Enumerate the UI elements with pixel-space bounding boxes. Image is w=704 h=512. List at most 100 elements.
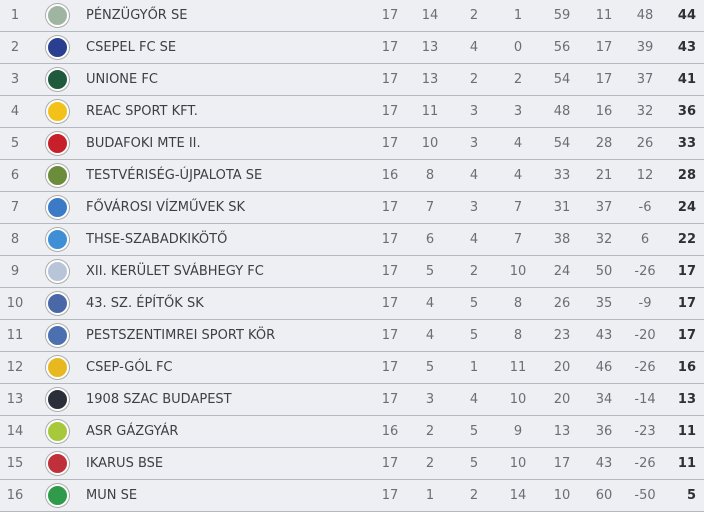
stat-gf: 24	[553, 264, 571, 279]
table-row[interactable]: 4 REAC SPORT KFT. 17 11 3 3 48 16 32 36	[0, 96, 704, 128]
stat-w: 4	[425, 328, 435, 343]
stat-gf: 56	[553, 40, 571, 55]
team-name[interactable]: MUN SE	[86, 488, 138, 503]
table-row[interactable]: 7 FŐVÁROSI VÍZMŰVEK SK 17 7 3 7 31 37 -6 24	[0, 192, 704, 224]
team-name[interactable]: IKARUS BSE	[86, 456, 164, 471]
team-logo-icon	[46, 484, 69, 507]
stat-gf: 38	[553, 232, 571, 247]
stat-ga: 17	[595, 72, 613, 87]
stat-gf: 13	[553, 424, 571, 439]
team-name[interactable]: REAC SPORT KFT.	[86, 104, 198, 119]
team-name[interactable]: CSEPEL FC SE	[86, 40, 177, 55]
stat-w: 6	[425, 232, 435, 247]
stat-p: 16	[381, 168, 399, 183]
stat-w: 2	[425, 456, 435, 471]
rank: 6	[10, 168, 20, 183]
team-name[interactable]: PÉNZÜGYŐR SE	[86, 8, 188, 23]
team-logo-icon	[46, 36, 69, 59]
rank: 5	[10, 136, 20, 151]
table-row[interactable]: 6 TESTVÉRISÉG-ÚJPALOTA SE 16 8 4 4 33 21 12 28	[0, 160, 704, 192]
stat-gf: 20	[553, 392, 571, 407]
stat-l: 0	[513, 40, 523, 55]
points: 43	[677, 40, 696, 55]
points: 11	[677, 424, 696, 439]
stat-gf: 33	[553, 168, 571, 183]
table-row[interactable]: 8 THSE-SZABADKIKÖTŐ 17 6 4 7 38 32 6 22	[0, 224, 704, 256]
points: 41	[677, 72, 696, 87]
team-name[interactable]: FŐVÁROSI VÍZMŰVEK SK	[86, 200, 246, 215]
team-name[interactable]: PESTSZENTIMREI SPORT KÖR	[86, 328, 276, 343]
points: 17	[677, 264, 696, 279]
table-row[interactable]: 10 43. SZ. ÉPÍTŐK SK 17 4 5 8 26 35 -9 17	[0, 288, 704, 320]
stat-w: 5	[425, 264, 435, 279]
stat-gf: 26	[553, 296, 571, 311]
stat-l: 10	[509, 264, 527, 279]
stat-p: 17	[381, 392, 399, 407]
stat-p: 17	[381, 328, 399, 343]
team-name[interactable]: BUDAFOKI MTE II.	[86, 136, 201, 151]
stat-l: 10	[509, 392, 527, 407]
stat-p: 17	[381, 264, 399, 279]
stat-l: 7	[513, 232, 523, 247]
stat-l: 8	[513, 328, 523, 343]
team-name[interactable]: CSEP-GÓL FC	[86, 360, 173, 375]
rank: 9	[10, 264, 20, 279]
table-row[interactable]: 2 CSEPEL FC SE 17 13 4 0 56 17 39 43	[0, 32, 704, 64]
stat-l: 10	[509, 456, 527, 471]
table-row[interactable]: 5 BUDAFOKI MTE II. 17 10 3 4 54 28 26 33	[0, 128, 704, 160]
stat-l: 8	[513, 296, 523, 311]
stat-w: 5	[425, 360, 435, 375]
points: 17	[677, 328, 696, 343]
table-row[interactable]: 11 PESTSZENTIMREI SPORT KÖR 17 4 5 8 23 43 -20 17	[0, 320, 704, 352]
team-name[interactable]: 1908 SZAC BUDAPEST	[86, 392, 232, 407]
stat-d: 1	[469, 360, 479, 375]
stat-p: 17	[381, 456, 399, 471]
table-row[interactable]: 13 1908 SZAC BUDAPEST 17 3 4 10 20 34 -14 13	[0, 384, 704, 416]
stat-gf: 20	[553, 360, 571, 375]
table-row[interactable]: 16 MUN SE 17 1 2 14 10 60 -50 5	[0, 480, 704, 512]
stat-w: 11	[421, 104, 439, 119]
stat-ga: 32	[595, 232, 613, 247]
stat-w: 4	[425, 296, 435, 311]
stat-gf: 31	[553, 200, 571, 215]
table-row[interactable]: 9 XII. KERÜLET SVÁBHEGY FC 17 5 2 10 24 50 -26 17	[0, 256, 704, 288]
table-row[interactable]: 1 PÉNZÜGYŐR SE 17 14 2 1 59 11 48 44	[0, 0, 704, 32]
points: 33	[677, 136, 696, 151]
stat-l: 4	[513, 136, 523, 151]
stat-p: 17	[381, 360, 399, 375]
table-row[interactable]: 3 UNIONE FC 17 13 2 2 54 17 37 41	[0, 64, 704, 96]
stat-ga: 16	[595, 104, 613, 119]
stat-w: 14	[421, 8, 439, 23]
stat-w: 13	[421, 40, 439, 55]
team-name[interactable]: UNIONE FC	[86, 72, 158, 87]
stat-w: 1	[425, 488, 435, 503]
team-name[interactable]: XII. KERÜLET SVÁBHEGY FC	[86, 264, 264, 279]
team-name[interactable]: 43. SZ. ÉPÍTŐK SK	[86, 296, 204, 311]
rank: 11	[6, 328, 24, 343]
stat-p: 16	[381, 424, 399, 439]
stat-l: 11	[509, 360, 527, 375]
team-name[interactable]: TESTVÉRISÉG-ÚJPALOTA SE	[86, 168, 263, 183]
team-name[interactable]: ASR GÁZGYÁR	[86, 424, 179, 439]
stat-gf: 10	[553, 488, 571, 503]
table-row[interactable]: 12 CSEP-GÓL FC 17 5 1 11 20 46 -26 16	[0, 352, 704, 384]
rank: 8	[10, 232, 20, 247]
rank: 13	[6, 392, 24, 407]
team-logo-icon	[46, 292, 69, 315]
rank: 10	[6, 296, 24, 311]
stat-ga: 35	[595, 296, 613, 311]
rank: 14	[6, 424, 24, 439]
stat-p: 17	[381, 8, 399, 23]
team-logo-icon	[46, 196, 69, 219]
team-name[interactable]: THSE-SZABADKIKÖTŐ	[86, 232, 228, 247]
table-row[interactable]: 14 ASR GÁZGYÁR 16 2 5 9 13 36 -23 11	[0, 416, 704, 448]
stat-gd: -14	[634, 392, 656, 407]
stat-d: 5	[469, 456, 479, 471]
table-row[interactable]: 15 IKARUS BSE 17 2 5 10 17 43 -26 11	[0, 448, 704, 480]
stat-d: 5	[469, 424, 479, 439]
stat-ga: 43	[595, 456, 613, 471]
stat-ga: 11	[595, 8, 613, 23]
stat-gd: 32	[636, 104, 654, 119]
rank: 16	[6, 488, 24, 503]
stat-l: 2	[513, 72, 523, 87]
